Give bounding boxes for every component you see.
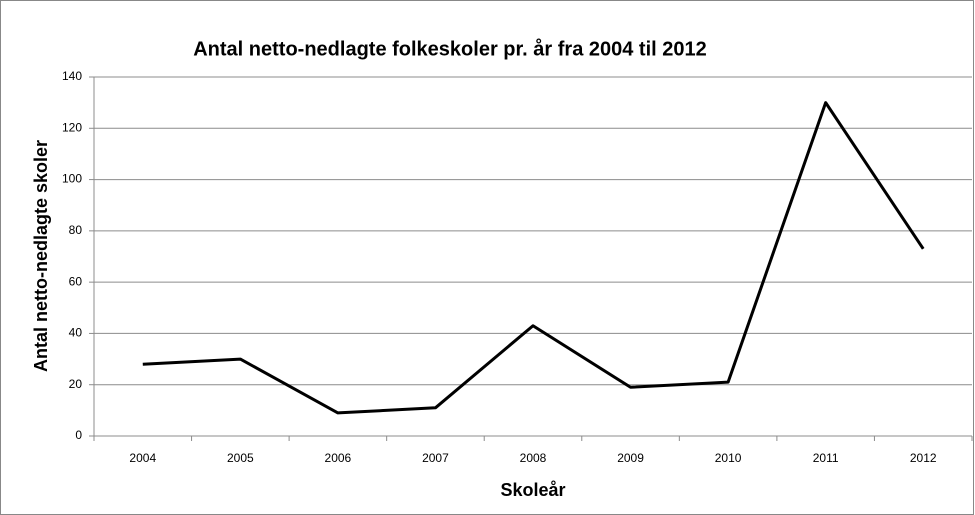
y-tick-label: 140: [62, 69, 82, 83]
x-tick-label: 2009: [617, 451, 644, 465]
y-tick-label: 60: [69, 274, 83, 288]
y-tick-label: 120: [62, 120, 82, 134]
x-tick-label: 2004: [129, 451, 156, 465]
x-tick-label: 2012: [910, 451, 937, 465]
y-tick-label: 0: [75, 428, 82, 442]
data-line: [142, 101, 925, 415]
y-tick-label: 100: [62, 172, 82, 186]
x-axis-label: Skoleår: [500, 480, 565, 500]
x-tick-label: 2007: [422, 451, 449, 465]
y-tick-label: 80: [69, 223, 83, 237]
x-tick-label: 2011: [813, 451, 839, 465]
x-tick-label: 2010: [715, 451, 742, 465]
chart-title: Antal netto-nedlagte folkeskoler pr. år …: [193, 37, 707, 60]
y-tick-label: 40: [69, 326, 83, 340]
x-tick-label: 2008: [520, 451, 547, 465]
y-tick-label: 20: [69, 377, 83, 391]
x-tick-label: 2006: [325, 451, 352, 465]
x-tick-label: 2005: [227, 451, 254, 465]
y-axis-label: Antal netto-nedlagte skoler: [31, 140, 51, 372]
